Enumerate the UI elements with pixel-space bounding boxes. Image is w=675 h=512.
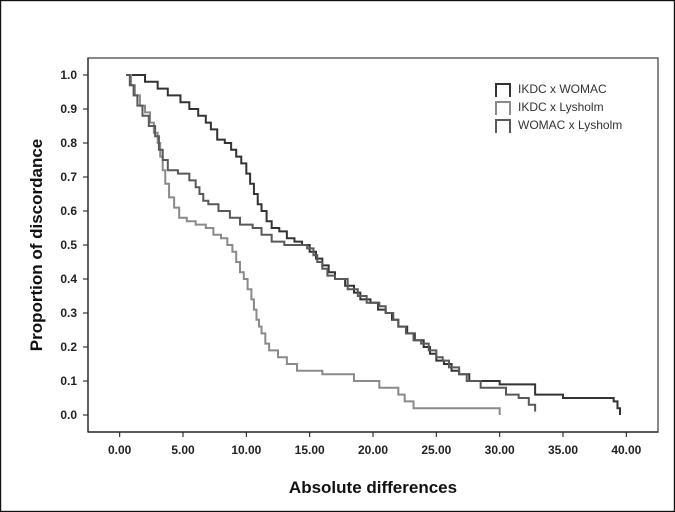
y-tick-label: 0.5 (60, 238, 77, 252)
legend-item: IKDC x WOMAC (495, 82, 607, 97)
legend-item: WOMAC x Lysholm (495, 118, 622, 133)
x-tick-label: 0.00 (108, 443, 132, 457)
y-ticks: 0.0 0.1 0.2 0.3 0.4 0.5 0.6 0.7 0.8 0.9 1.0 (60, 68, 88, 422)
y-axis-title: Proportion of discordance (27, 139, 46, 352)
legend-step-icon (495, 83, 511, 97)
legend-step-icon (495, 119, 511, 133)
x-tick-label: 40.00 (611, 443, 641, 457)
x-axis-title: Absolute differences (289, 478, 457, 497)
series-line-womac-x-lysholm (126, 74, 537, 412)
x-tick-label: 5.00 (171, 443, 195, 457)
x-ticks: 0.00 5.00 10.00 15.00 20.00 25.00 30.00 35.00 40… (108, 432, 642, 457)
series-layer (126, 74, 621, 415)
y-tick-label: 1.0 (60, 68, 77, 82)
y-tick-label: 0.4 (60, 272, 77, 286)
legend-step-icon (495, 101, 511, 115)
legend-label: IKDC x Lysholm (518, 100, 604, 114)
y-tick-label: 0.1 (60, 374, 77, 388)
x-tick-label: 15.00 (295, 443, 325, 457)
legend-label: IKDC x WOMAC (518, 82, 607, 96)
y-tick-label: 0.6 (60, 204, 77, 218)
legend-label: WOMAC x Lysholm (518, 118, 622, 132)
y-tick-label: 0.8 (60, 136, 77, 150)
y-tick-label: 0.7 (60, 170, 77, 184)
y-tick-label: 0.9 (60, 102, 77, 116)
x-tick-label: 10.00 (231, 443, 261, 457)
y-tick-label: 0.3 (60, 306, 77, 320)
y-tick-label: 0.2 (60, 340, 77, 354)
x-tick-label: 25.00 (421, 443, 451, 457)
x-tick-label: 30.00 (485, 443, 515, 457)
legend-item: IKDC x Lysholm (495, 100, 604, 115)
plot-area-frame (87, 57, 659, 433)
legend: IKDC x WOMAC IKDC x Lysholm WOMAC x Lyshol… (495, 82, 622, 133)
x-tick-label: 20.00 (358, 443, 388, 457)
x-tick-label: 35.00 (548, 443, 578, 457)
y-tick-label: 0.0 (60, 408, 77, 422)
series-line-ikdc-x-lysholm (126, 74, 501, 415)
